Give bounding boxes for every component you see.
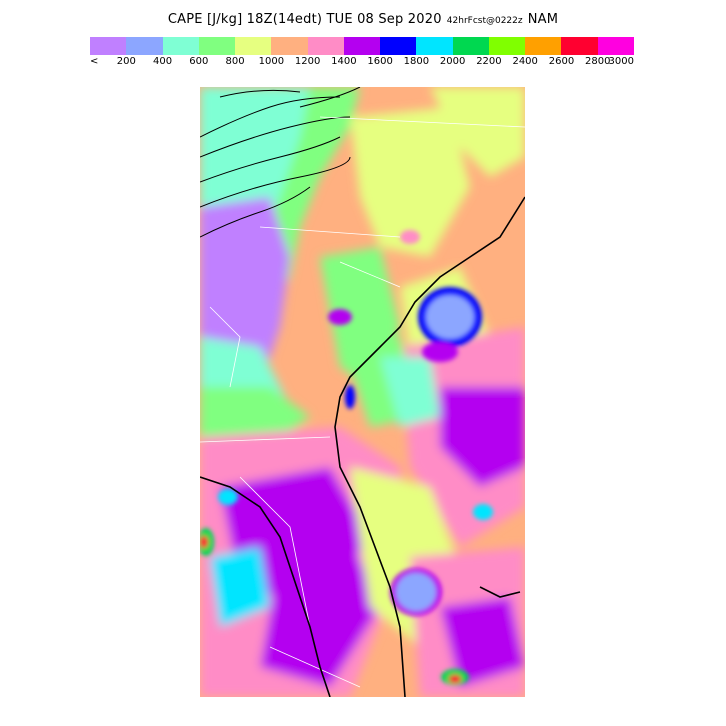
- legend-tick-label: 2600: [548, 56, 575, 67]
- chart-title: CAPE [J/kg] 18Z(14edt) TUE 08 Sep 2020 4…: [0, 8, 726, 30]
- legend-tick-label: 1400: [331, 56, 357, 67]
- legend-swatch: [271, 37, 308, 55]
- legend-swatch: [162, 37, 199, 55]
- legend-tick-label: 400: [152, 56, 173, 67]
- color-legend-bar: [90, 37, 634, 55]
- legend-swatch: [343, 37, 381, 55]
- cape-map: [200, 87, 525, 697]
- legend-tick-label: 2200: [476, 56, 502, 67]
- legend-tick-label: 600: [189, 56, 209, 67]
- legend-tick-label: <: [90, 56, 99, 67]
- legend-swatch: [126, 37, 163, 55]
- legend-swatch: [307, 37, 344, 55]
- legend-tick-label: 2400: [512, 56, 538, 67]
- coastline-icon: [200, 196, 525, 697]
- legend-tick-label: 200: [116, 56, 136, 67]
- title-model: NAM: [527, 12, 559, 27]
- legend-tick-label: 1600: [367, 56, 393, 67]
- color-legend-ticks: <200 400 600 800 1000 1200 1400 1600 1800 2000 220…: [90, 56, 634, 70]
- legend-swatch: [416, 37, 453, 55]
- title-main: CAPE [J/kg] 18Z(14edt) TUE 08 Sep 2020: [167, 12, 442, 27]
- legend-tick-label: 1800: [403, 56, 430, 67]
- legend-swatch: [90, 37, 127, 55]
- legend-swatch: [198, 37, 236, 55]
- legend-tick-label: 2000: [439, 56, 466, 67]
- legend-swatch: [452, 37, 489, 55]
- legend-tick-label: 1000: [258, 56, 285, 67]
- legend-swatch: [235, 37, 272, 55]
- legend-swatch: [525, 37, 562, 55]
- contour-lines-icon: [200, 87, 361, 238]
- legend-swatch: [488, 37, 526, 55]
- legend-tick-label: 800: [225, 56, 245, 67]
- cape-field-icon: [200, 87, 525, 697]
- legend-tick-label: 1200: [294, 56, 321, 67]
- legend-tick-label: 2800: [584, 56, 611, 67]
- state-borders-icon: [200, 116, 525, 688]
- legend-swatch: [597, 37, 634, 55]
- legend-swatch: [561, 37, 598, 55]
- legend-tick-label: 3000: [608, 56, 634, 67]
- legend-swatch: [380, 37, 417, 55]
- title-sub: 42hrFcst@0222z: [446, 16, 523, 26]
